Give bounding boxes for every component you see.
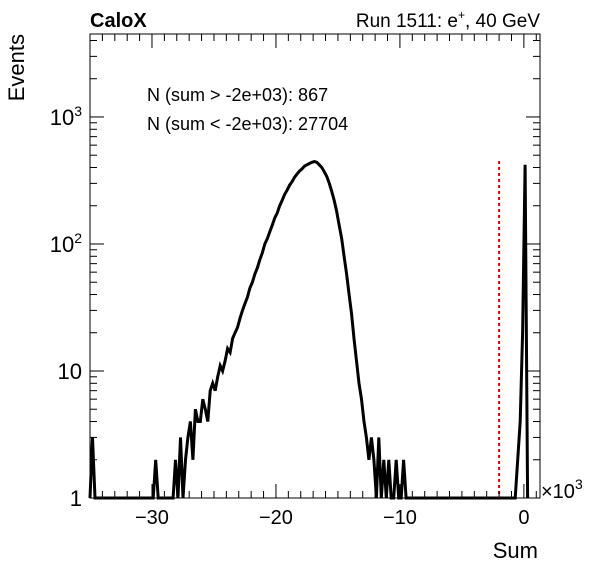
y-tick-label: 1: [70, 486, 82, 511]
series-line: [88, 160, 530, 500]
y-tick-label: 103: [50, 103, 82, 130]
x-axis-title: Sum: [493, 538, 538, 563]
x-tick-label: 0: [518, 507, 529, 529]
x-tick-label: −30: [135, 507, 169, 529]
y-tick-label: 102: [50, 230, 82, 257]
plot-frame: [89, 33, 541, 499]
y-axis-title: Events: [4, 34, 29, 101]
x-tick-label: −20: [259, 507, 293, 529]
y-tick-label: 10: [58, 359, 82, 384]
annotation-above: N (sum > -2e+03): 867: [147, 85, 328, 105]
header-left-label: CaloX: [90, 10, 147, 32]
annotation-below: N (sum < -2e+03): 27704: [147, 114, 348, 134]
x-tick-label: −10: [383, 507, 417, 529]
header-right-label: Run 1511: e+, 40 GeV: [356, 8, 540, 32]
x-multiplier-label: ×103: [541, 476, 583, 503]
